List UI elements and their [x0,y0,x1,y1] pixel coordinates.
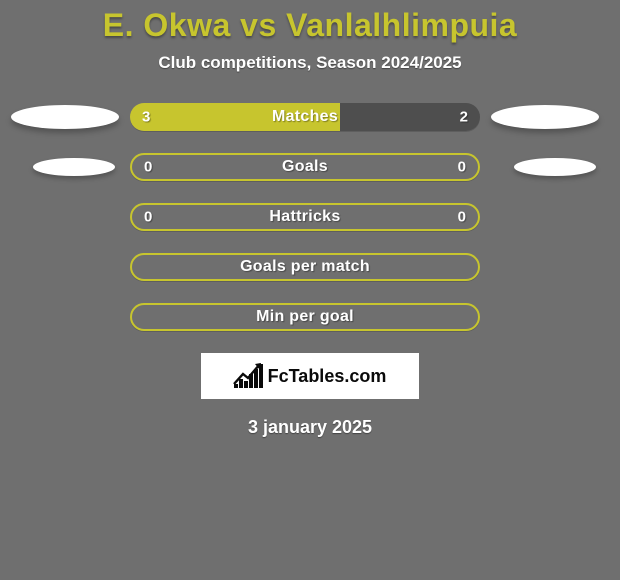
stat-left-value: 3 [142,109,150,126]
player-left-shadow [11,105,119,129]
player-right-shadow-cell [514,158,576,176]
stat-label: Min per goal [256,308,354,326]
player-right-shadow [491,105,599,129]
stat-row: Min per goal [0,303,620,331]
stat-rows: 3 2 Matches 0 0 Goals 0 0 Hattricks Goals per mat… [0,103,620,331]
player-left-name: E. Okwa [103,7,231,43]
stat-bar: Goals per match [130,253,480,281]
player-left-shadow-cell [15,158,115,176]
stat-row: 3 2 Matches [0,103,620,131]
stat-label: Goals [282,158,328,176]
stat-right-value: 0 [458,159,466,176]
player-right-name: Vanlalhlimpuia [286,7,517,43]
branding-box: FcTables.com [201,353,419,399]
stat-row: 0 0 Goals [0,153,620,181]
footer-date: 3 january 2025 [0,417,620,438]
branding-text: FcTables.com [268,366,387,387]
comparison-card: E. Okwa vs Vanlalhlimpuia Club competiti… [0,0,620,580]
stat-right-value: 0 [458,209,466,226]
stat-left-value: 0 [144,209,152,226]
stat-label: Goals per match [240,258,370,276]
title-vs: vs [231,7,286,43]
stat-bar: 0 0 Hattricks [130,203,480,231]
stat-bar: Min per goal [130,303,480,331]
page-title: E. Okwa vs Vanlalhlimpuia [0,0,620,43]
stat-label: Hattricks [269,208,340,226]
stat-left-value: 0 [144,159,152,176]
subtitle: Club competitions, Season 2024/2025 [0,53,620,73]
branding-icon [234,364,262,388]
stat-bar: 0 0 Goals [130,153,480,181]
player-left-shadow-cell [11,105,119,129]
stat-bar: 3 2 Matches [130,103,480,131]
player-right-shadow [514,158,596,176]
stat-right-value: 2 [460,109,468,126]
player-right-shadow-cell [491,105,599,129]
stat-label: Matches [272,108,338,126]
stat-row: Goals per match [0,253,620,281]
stat-row: 0 0 Hattricks [0,203,620,231]
player-left-shadow [33,158,115,176]
